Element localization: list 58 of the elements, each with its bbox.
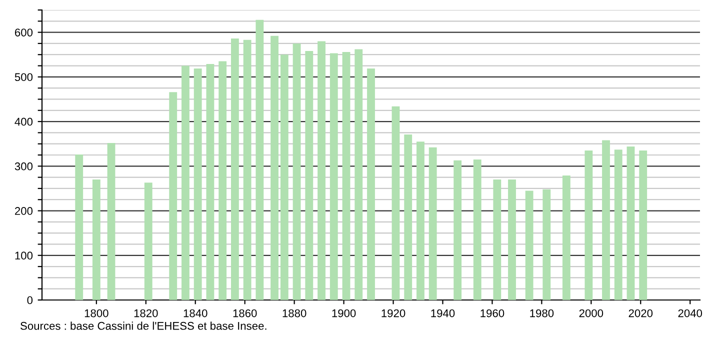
bar xyxy=(354,49,363,300)
x-tick-label: 1980 xyxy=(530,309,554,318)
bar xyxy=(614,150,622,300)
bar xyxy=(256,20,264,300)
y-tick-label: 200 xyxy=(14,207,33,215)
x-tick-label: 1940 xyxy=(431,309,455,318)
bar xyxy=(169,92,178,300)
bar xyxy=(392,106,400,300)
source-note: Sources : base Cassini de l'EHESS et base Insee. xyxy=(20,322,266,330)
bar xyxy=(602,140,610,300)
x-tick-label: 1880 xyxy=(282,309,306,318)
bar xyxy=(342,52,350,300)
x-tick-label: 1920 xyxy=(382,309,406,318)
bar xyxy=(542,189,551,300)
bar xyxy=(280,54,288,300)
y-tick-label: 600 xyxy=(15,28,33,36)
bar xyxy=(218,61,227,300)
bar xyxy=(305,51,314,300)
bar xyxy=(367,68,375,300)
bar xyxy=(194,68,202,300)
bar xyxy=(428,147,437,300)
bar xyxy=(508,180,516,300)
bar xyxy=(206,64,214,300)
bar xyxy=(330,53,338,300)
y-tick-label: 400 xyxy=(14,118,33,126)
bar xyxy=(144,182,152,300)
bar xyxy=(75,154,84,300)
x-tick-label: 1960 xyxy=(480,309,504,318)
x-tick-label: 2000 xyxy=(579,309,604,318)
x-tick-label: 1800 xyxy=(84,309,108,318)
bar xyxy=(493,180,502,300)
bar xyxy=(243,40,252,300)
bar xyxy=(473,159,482,300)
bar xyxy=(416,142,424,300)
bar xyxy=(562,176,570,300)
bar xyxy=(639,150,648,300)
bar xyxy=(454,160,462,300)
y-tick-label: 0 xyxy=(27,296,33,304)
bar xyxy=(292,43,301,300)
x-tick-label: 1900 xyxy=(332,309,356,318)
bar xyxy=(404,134,412,300)
bar xyxy=(92,180,100,300)
x-tick-label: 2020 xyxy=(628,309,653,318)
x-tick-label: 2040 xyxy=(678,309,702,318)
bar xyxy=(318,41,326,300)
bar xyxy=(182,66,190,300)
x-tick-label: 1860 xyxy=(233,309,257,318)
bar xyxy=(230,38,239,300)
y-tick-label: 500 xyxy=(14,73,33,82)
bar xyxy=(584,150,593,300)
bar xyxy=(626,146,635,300)
bar xyxy=(525,190,534,300)
y-tick-label: 300 xyxy=(14,162,33,170)
y-tick-label: 100 xyxy=(15,252,33,260)
bar xyxy=(270,36,278,300)
x-tick-label: 1820 xyxy=(134,309,158,318)
bar xyxy=(107,142,116,300)
x-tick-label: 1840 xyxy=(184,309,208,318)
